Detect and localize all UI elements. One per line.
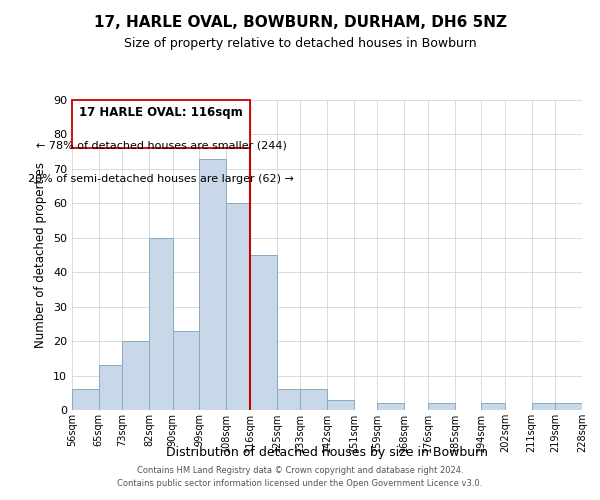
Bar: [250, 255, 277, 410]
Bar: [226, 204, 250, 410]
Bar: [327, 400, 353, 410]
Bar: [377, 403, 404, 410]
Text: ← 78% of detached houses are smaller (244): ← 78% of detached houses are smaller (24…: [35, 140, 286, 150]
Text: 17 HARLE OVAL: 116sqm: 17 HARLE OVAL: 116sqm: [79, 106, 243, 119]
Bar: [556, 403, 582, 410]
Bar: [98, 365, 122, 410]
Text: 20% of semi-detached houses are larger (62) →: 20% of semi-detached houses are larger (…: [28, 174, 294, 184]
Y-axis label: Number of detached properties: Number of detached properties: [34, 162, 47, 348]
Bar: [173, 331, 199, 410]
Bar: [301, 390, 327, 410]
Text: Distribution of detached houses by size in Bowburn: Distribution of detached houses by size …: [166, 446, 488, 459]
Text: Size of property relative to detached houses in Bowburn: Size of property relative to detached ho…: [124, 38, 476, 51]
Bar: [481, 403, 505, 410]
Bar: [199, 158, 226, 410]
Bar: [532, 403, 556, 410]
Bar: [72, 390, 98, 410]
FancyBboxPatch shape: [72, 100, 250, 148]
Text: Contains HM Land Registry data © Crown copyright and database right 2024.
Contai: Contains HM Land Registry data © Crown c…: [118, 466, 482, 487]
Bar: [277, 390, 301, 410]
Text: 17, HARLE OVAL, BOWBURN, DURHAM, DH6 5NZ: 17, HARLE OVAL, BOWBURN, DURHAM, DH6 5NZ: [94, 15, 506, 30]
Bar: [149, 238, 173, 410]
Bar: [428, 403, 455, 410]
Bar: [122, 341, 149, 410]
